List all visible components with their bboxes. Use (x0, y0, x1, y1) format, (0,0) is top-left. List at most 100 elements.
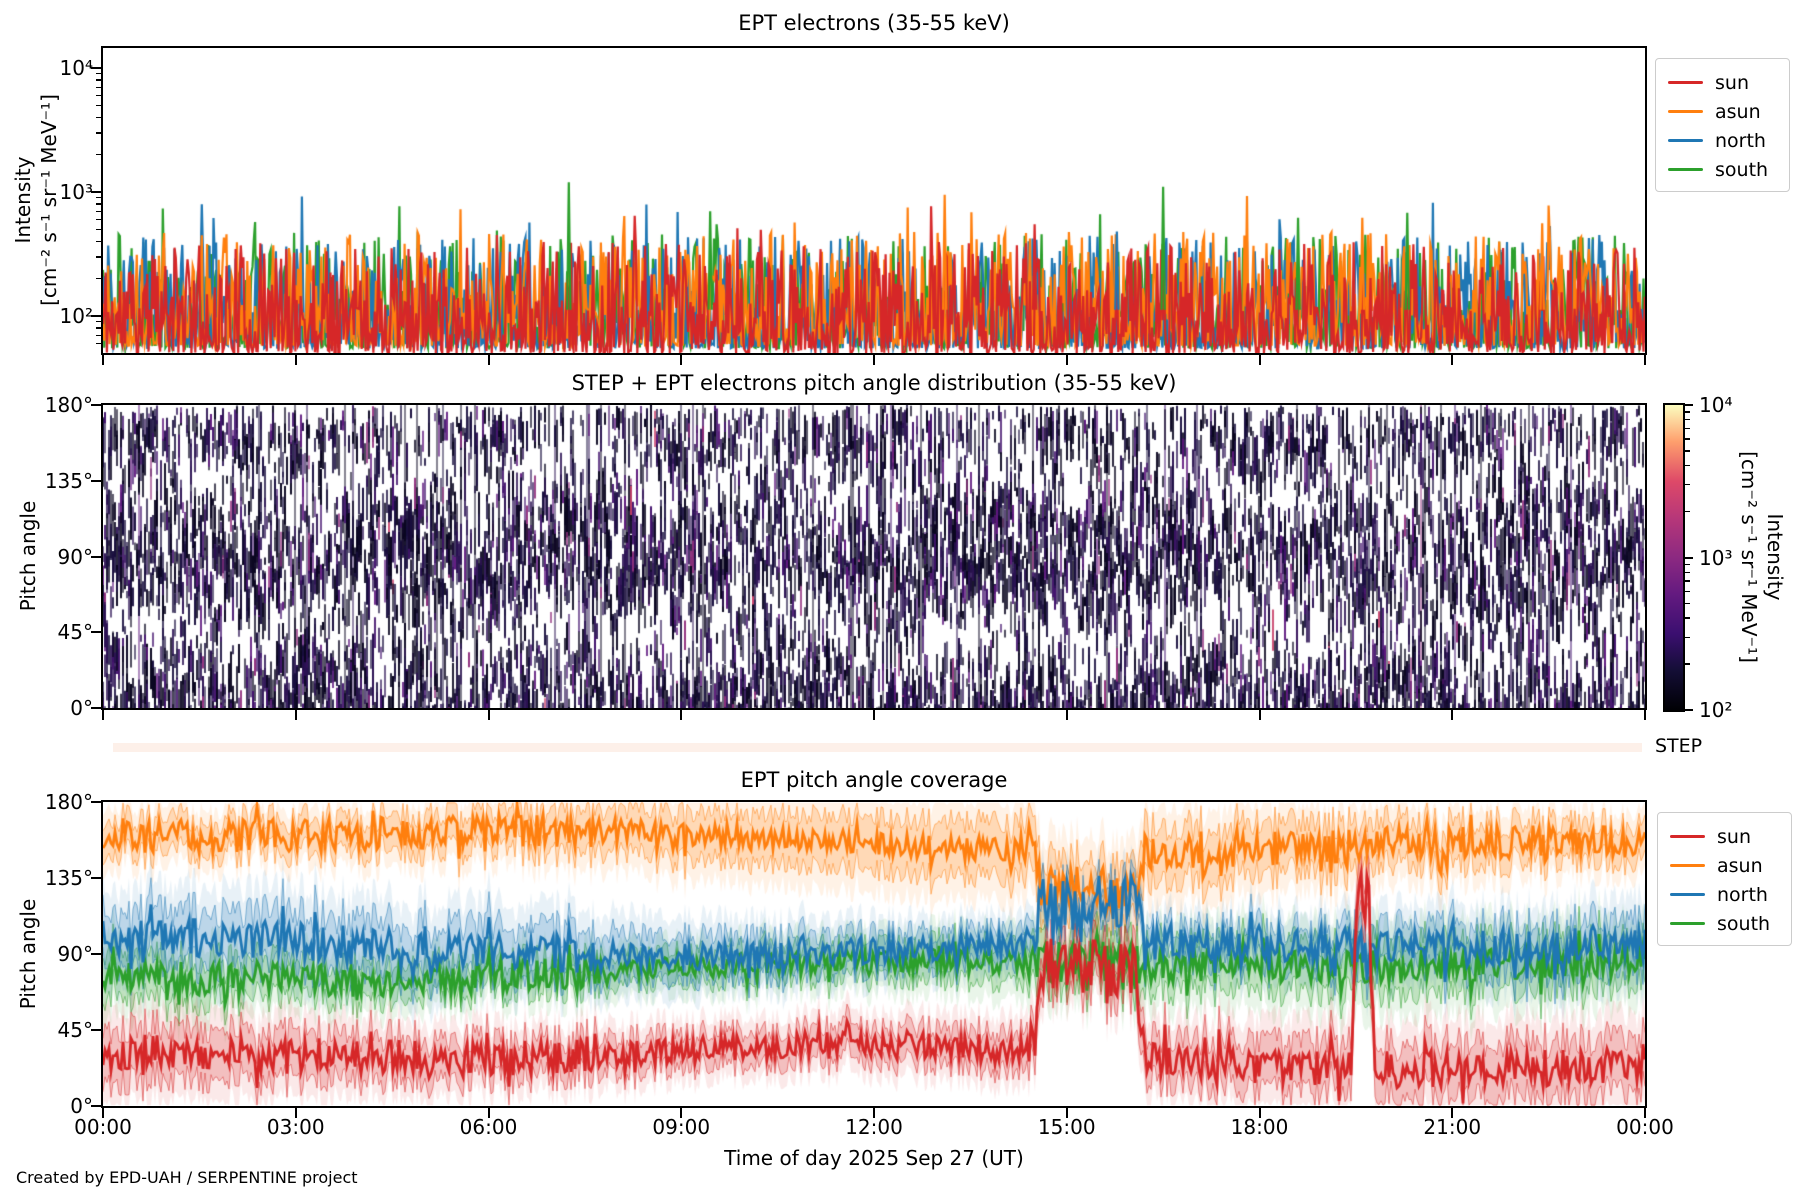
legend-label: north (1715, 129, 1766, 152)
x-tick (102, 1108, 104, 1118)
y-tick-label: 10² (59, 304, 93, 328)
credit-text: Created by EPD-UAH / SERPENTINE project (16, 1168, 358, 1187)
legend-swatch-asun (1670, 864, 1705, 867)
legend-item: asun (1656, 97, 1789, 126)
panel3-plot-area (101, 800, 1647, 1108)
y-tick (91, 1029, 101, 1031)
y-tick-label: 180° (44, 393, 93, 417)
x-tick-label: 03:00 (266, 1115, 325, 1139)
colorbar-tick-minor (1685, 636, 1690, 638)
y-tick-minor (96, 218, 101, 221)
x-tick-label: 21:00 (1423, 1115, 1482, 1139)
y-tick (91, 1105, 101, 1107)
colorbar-tick-minor (1685, 438, 1690, 440)
legend-label: south (1715, 158, 1769, 181)
x-tick (680, 355, 683, 365)
colorbar-tick-minor (1685, 580, 1690, 582)
y-tick-minor (96, 116, 101, 119)
y-tick-label: 45° (57, 620, 93, 645)
x-tick (294, 1108, 297, 1118)
y-tick (91, 191, 101, 193)
x-tick (1258, 355, 1261, 365)
y-tick-minor (96, 203, 101, 205)
x-tick (1258, 710, 1261, 720)
x-tick (1644, 355, 1646, 365)
y-tick-label: 90° (57, 942, 93, 966)
x-tick (102, 355, 104, 365)
legend-item: sun (1658, 822, 1791, 851)
colorbar-tick-minor (1685, 484, 1690, 486)
y-tick-minor (96, 72, 101, 75)
y-tick (91, 953, 101, 955)
colorbar-tick-minor (1685, 450, 1690, 452)
y-tick (91, 315, 101, 317)
x-tick-label: 12:00 (845, 1115, 903, 1139)
colorbar-tick (1685, 404, 1693, 406)
colorbar-tick-minor (1685, 464, 1690, 467)
y-tick-label: 10³ (59, 180, 93, 204)
colorbar-tick (1685, 709, 1693, 711)
y-tick-minor (96, 132, 101, 134)
y-tick-minor (96, 240, 101, 243)
y-tick-minor (96, 277, 101, 280)
colorbar-tick-minor (1685, 427, 1690, 430)
x-tick (487, 1108, 490, 1118)
x-tick (1258, 1108, 1261, 1118)
panel1-title: EPT electrons (35-55 keV) (738, 11, 1010, 35)
y-tick-label: 0° (70, 1094, 93, 1118)
y-tick-label: 90° (57, 544, 93, 569)
x-tick (873, 710, 875, 720)
colorbar-label: Intensity [cm⁻² s⁻¹ sr⁻¹ MeV⁻¹] (1736, 451, 1788, 663)
legend-label: asun (1717, 854, 1763, 877)
colorbar-tick-label: 10³ (1699, 545, 1733, 570)
x-tick-label: 18:00 (1230, 1115, 1289, 1139)
y-tick-minor (96, 256, 101, 258)
step-availability-strip (113, 743, 1642, 752)
legend-item: north (1656, 126, 1789, 155)
y-tick (91, 404, 101, 406)
x-tick (873, 355, 875, 365)
colorbar-tick-minor (1685, 563, 1690, 566)
x-tick (1065, 710, 1068, 720)
y-tick (91, 631, 101, 634)
y-tick-minor (96, 210, 101, 212)
x-tick (680, 1108, 683, 1118)
legend-swatch-sun (1668, 81, 1703, 84)
y-tick-minor (96, 196, 101, 199)
x-tick-label: 06:00 (459, 1115, 518, 1139)
panel2-title: STEP + EPT electrons pitch angle distrib… (571, 371, 1177, 395)
x-axis-label: Time of day 2025 Sep 27 (UT) (724, 1146, 1024, 1170)
x-tick (1065, 355, 1068, 365)
legend-label: sun (1717, 825, 1751, 848)
x-tick (487, 355, 490, 365)
y-tick (91, 707, 101, 709)
y-tick-label: 135° (44, 866, 93, 890)
x-tick (1451, 1108, 1454, 1118)
panel3-legend: sun asun north south (1657, 812, 1792, 946)
y-tick-label: 135° (44, 468, 93, 493)
x-tick-label: 00:00 (74, 1115, 132, 1139)
legend-swatch-north (1670, 893, 1705, 896)
x-tick (294, 710, 297, 720)
legend-label: north (1717, 883, 1768, 906)
colorbar (1663, 403, 1685, 712)
y-tick-minor (96, 104, 101, 107)
x-tick (1451, 355, 1454, 365)
legend-item: sun (1656, 68, 1789, 97)
x-tick (487, 710, 490, 720)
x-tick-label: 00:00 (1616, 1115, 1674, 1139)
y-tick-minor (96, 342, 101, 345)
legend-item: south (1656, 155, 1789, 184)
panel1-plot-area (101, 46, 1647, 355)
colorbar-tick-minor (1685, 602, 1690, 605)
colorbar-tick-minor (1685, 617, 1690, 619)
y-tick-label: 10⁴ (59, 56, 93, 80)
legend-item: north (1658, 880, 1791, 909)
colorbar-tick-minor (1685, 663, 1690, 665)
x-tick (1644, 710, 1646, 720)
panel1-legend: sun asun north south (1655, 58, 1790, 192)
y-tick (91, 801, 101, 803)
panel3-canvas (103, 802, 1645, 1106)
colorbar-tick-minor (1685, 571, 1690, 573)
